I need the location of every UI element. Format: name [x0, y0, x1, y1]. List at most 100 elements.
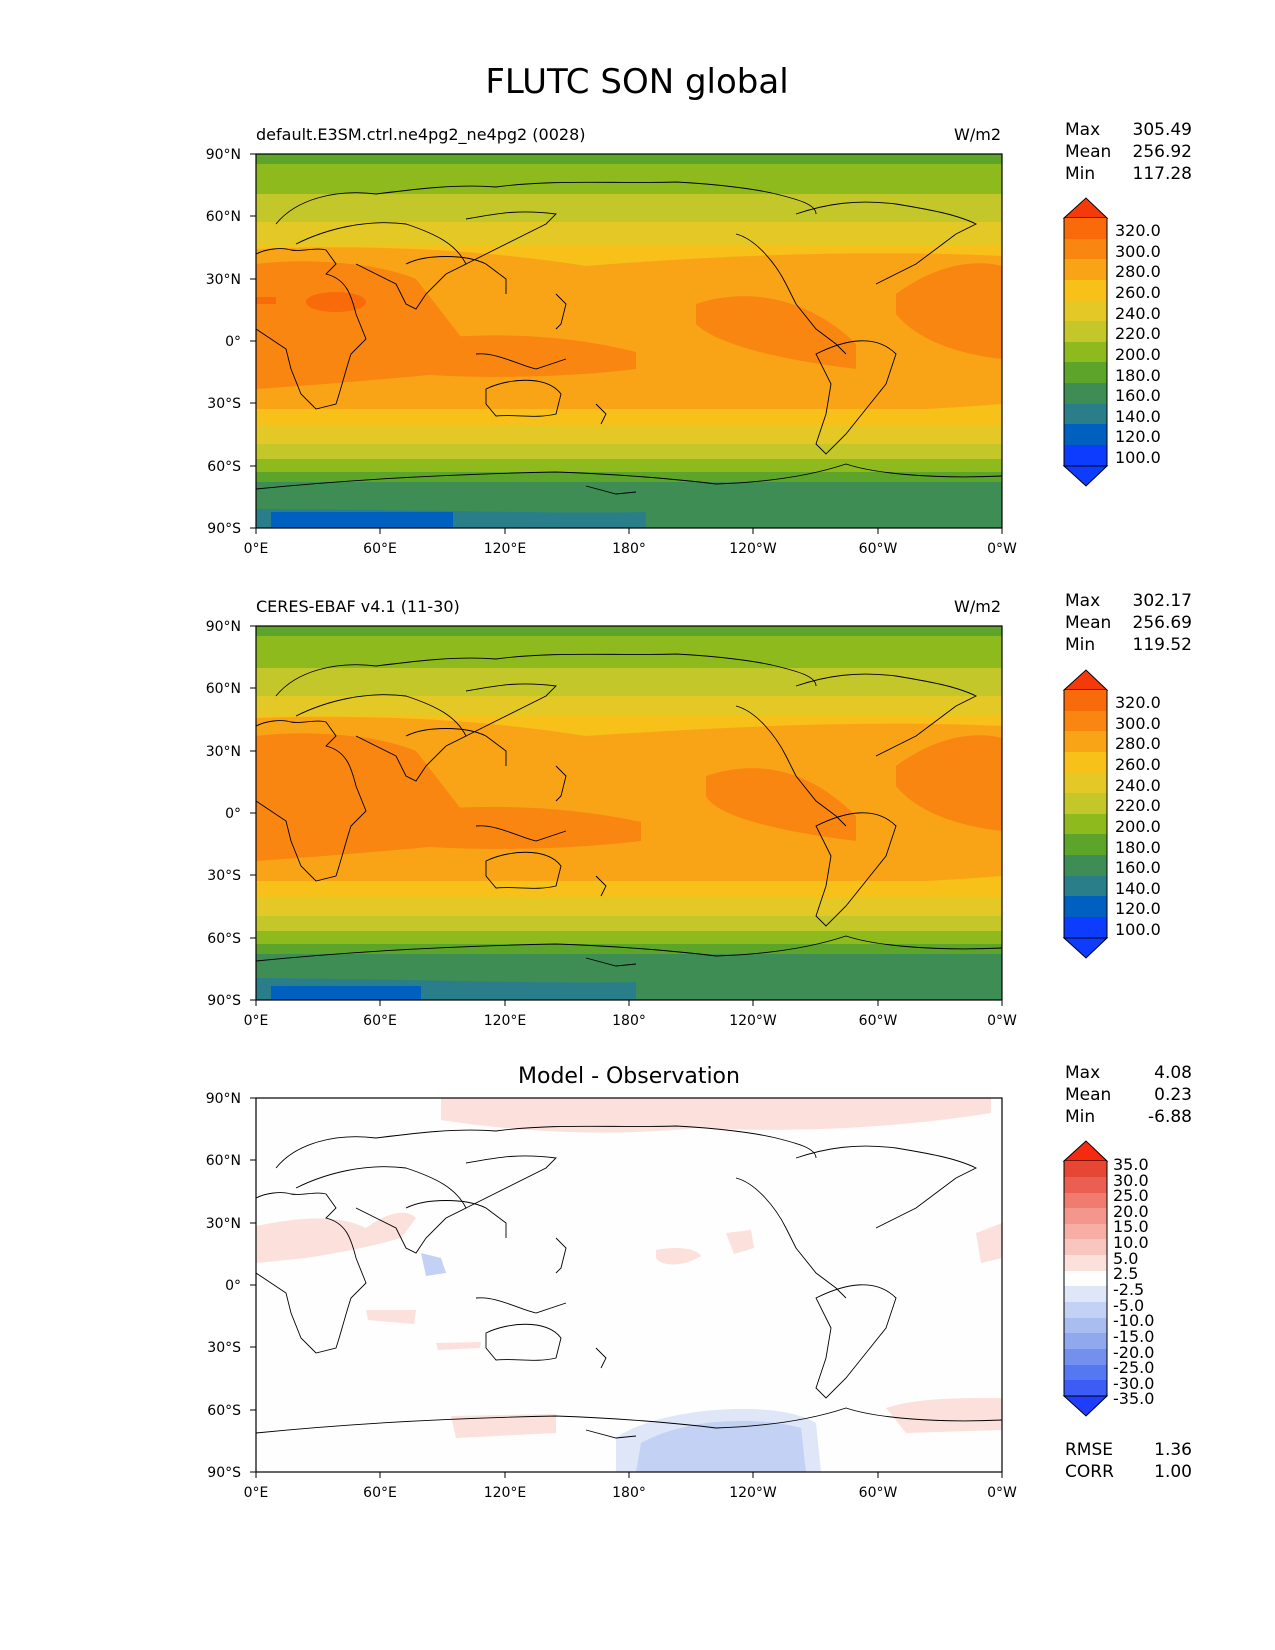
stat-value: 117.28	[1133, 164, 1192, 184]
x-axis: 0°E 60°E 120°E 180° 120°W 60°W 0°W	[244, 1000, 1017, 1029]
colorbar-label: -10.0	[1113, 1311, 1154, 1330]
colorbar-segment	[1064, 239, 1107, 259]
colorbar-label: -30.0	[1113, 1374, 1154, 1393]
colorbar-label: -20.0	[1113, 1343, 1154, 1362]
x-axis: 0°E 60°E 120°E 180° 120°W 60°W 0°W	[244, 1472, 1017, 1501]
y-tick-label: 90°N	[206, 1091, 241, 1107]
stat-label: Mean	[1065, 613, 1111, 633]
colorbar-extend-max	[1062, 1140, 1109, 1162]
stat-value: 256.92	[1133, 142, 1192, 162]
x-tick-label: 180°	[612, 1013, 646, 1029]
colorbar-segment	[1064, 855, 1107, 876]
colorbar-segment	[1064, 301, 1107, 321]
colorbar-label: 10.0	[1113, 1233, 1149, 1252]
pos-anomaly-arctic	[441, 1098, 991, 1133]
warm-pool-region	[396, 806, 641, 849]
x-tick-label: 120°E	[484, 1485, 527, 1501]
y-tick-label: 0°	[225, 334, 241, 350]
colorbar-segment	[1064, 1239, 1107, 1255]
stat-value: 0.23	[1154, 1085, 1192, 1105]
y-tick-label: 60°S	[207, 1403, 241, 1419]
colorbar-segment	[1064, 731, 1107, 752]
colorbar-label: 30.0	[1113, 1171, 1149, 1190]
colorbar-segment	[1064, 259, 1107, 280]
colorbar-label: 320.0	[1115, 693, 1161, 712]
stat-value: 305.49	[1133, 120, 1192, 140]
colorbar-label: -25.0	[1113, 1358, 1154, 1377]
colorbar-label: 15.0	[1113, 1217, 1149, 1236]
y-tick-label: 90°N	[206, 619, 241, 635]
y-axis: 90°N 60°N 30°N 0° 30°S 60°S 90°S	[206, 619, 256, 1009]
x-tick-label: 0°E	[244, 1485, 269, 1501]
y-axis: 90°N 60°N 30°N 0° 30°S 60°S 90°S	[206, 147, 256, 537]
coastlines	[255, 653, 1003, 967]
x-tick-label: 60°W	[859, 1013, 898, 1029]
x-tick-label: 0°W	[987, 541, 1017, 557]
panel-units: W/m2	[954, 597, 1001, 616]
x-tick-label: 0°W	[987, 1485, 1017, 1501]
stat-label: Max	[1065, 591, 1100, 611]
y-tick-label: 30°N	[206, 1216, 241, 1232]
y-tick-label: 30°N	[206, 272, 241, 288]
rmse-corr-box: RMSE 1.36 CORR 1.00	[1065, 1440, 1192, 1482]
colorbar-label: -2.5	[1113, 1280, 1144, 1299]
colorbar-extend-min	[1062, 465, 1109, 487]
panel-center-title: Model - Observation	[518, 1064, 740, 1089]
y-axis: 90°N 60°N 30°N 0° 30°S 60°S 90°S	[206, 1091, 256, 1481]
y-tick-label: 60°N	[206, 209, 241, 225]
colorbar-segment	[1064, 1333, 1107, 1349]
colorbar-segment	[1064, 773, 1107, 793]
stats-box: Max 305.49 Mean 256.92 Min 117.28	[1065, 120, 1192, 184]
y-tick-label: 90°S	[207, 1465, 241, 1481]
colorbar-label: 100.0	[1115, 448, 1161, 467]
y-tick-label: 90°S	[207, 993, 241, 1009]
stat-label: Mean	[1065, 142, 1111, 162]
pos-anomaly-io	[366, 1310, 416, 1324]
x-tick-label: 180°	[612, 541, 646, 557]
x-axis: 0°E 60°E 120°E 180° 120°W 60°W 0°W	[244, 528, 1017, 557]
colorbar-label: 280.0	[1115, 262, 1161, 281]
stat-label: Mean	[1065, 1085, 1111, 1105]
pos-anomaly-io-2	[436, 1342, 481, 1350]
colorbar-label: 120.0	[1115, 899, 1161, 918]
pos-anomaly-saharan	[256, 1212, 416, 1263]
y-tick-label: 30°S	[207, 868, 241, 884]
x-tick-label: 60°W	[859, 541, 898, 557]
stat-label: Min	[1065, 635, 1095, 655]
colorbar-segment	[1064, 896, 1107, 917]
y-tick-label: 30°N	[206, 744, 241, 760]
colorbar-extend-min	[1062, 1395, 1109, 1417]
colorbar-segment	[1064, 1161, 1107, 1177]
colorbar-label: 2.5	[1113, 1264, 1138, 1283]
colorbar-segment	[1064, 1286, 1107, 1302]
hot-spot-2	[256, 297, 276, 304]
colorbar-label: 5.0	[1113, 1249, 1138, 1268]
map-observation	[255, 625, 1003, 1001]
stat-label: RMSE	[1065, 1440, 1113, 1460]
x-tick-label: 120°W	[729, 541, 777, 557]
colorbar-label: 300.0	[1115, 242, 1161, 261]
stats-box: Max 302.17 Mean 256.69 Min 119.52	[1065, 591, 1192, 655]
stat-label: Min	[1065, 164, 1095, 184]
colorbar-segment	[1064, 1365, 1107, 1380]
colorbar-segment	[1064, 1224, 1107, 1239]
colorbar-segment	[1064, 1208, 1107, 1224]
x-tick-label: 180°	[612, 1485, 646, 1501]
colorbar-label: 240.0	[1115, 304, 1161, 323]
east-pacific-warm-region	[706, 768, 856, 841]
y-tick-label: 0°	[225, 806, 241, 822]
stats-box: Max 4.08 Mean 0.23 Min -6.88	[1065, 1063, 1192, 1127]
colorbar-segment	[1064, 793, 1107, 814]
stat-label: Max	[1065, 120, 1100, 140]
colorbar-extend-max	[1062, 197, 1109, 219]
colorbar-segment	[1064, 1302, 1107, 1318]
colorbar-label: 140.0	[1115, 407, 1161, 426]
atlantic-warm-region	[896, 735, 1002, 831]
colorbar-segment	[1064, 1177, 1107, 1193]
x-tick-label: 60°E	[363, 1485, 397, 1501]
x-tick-label: 120°W	[729, 1485, 777, 1501]
stat-value: 4.08	[1154, 1063, 1192, 1083]
colorbar-segment	[1064, 1380, 1107, 1396]
colorbar-label: -5.0	[1113, 1296, 1144, 1315]
